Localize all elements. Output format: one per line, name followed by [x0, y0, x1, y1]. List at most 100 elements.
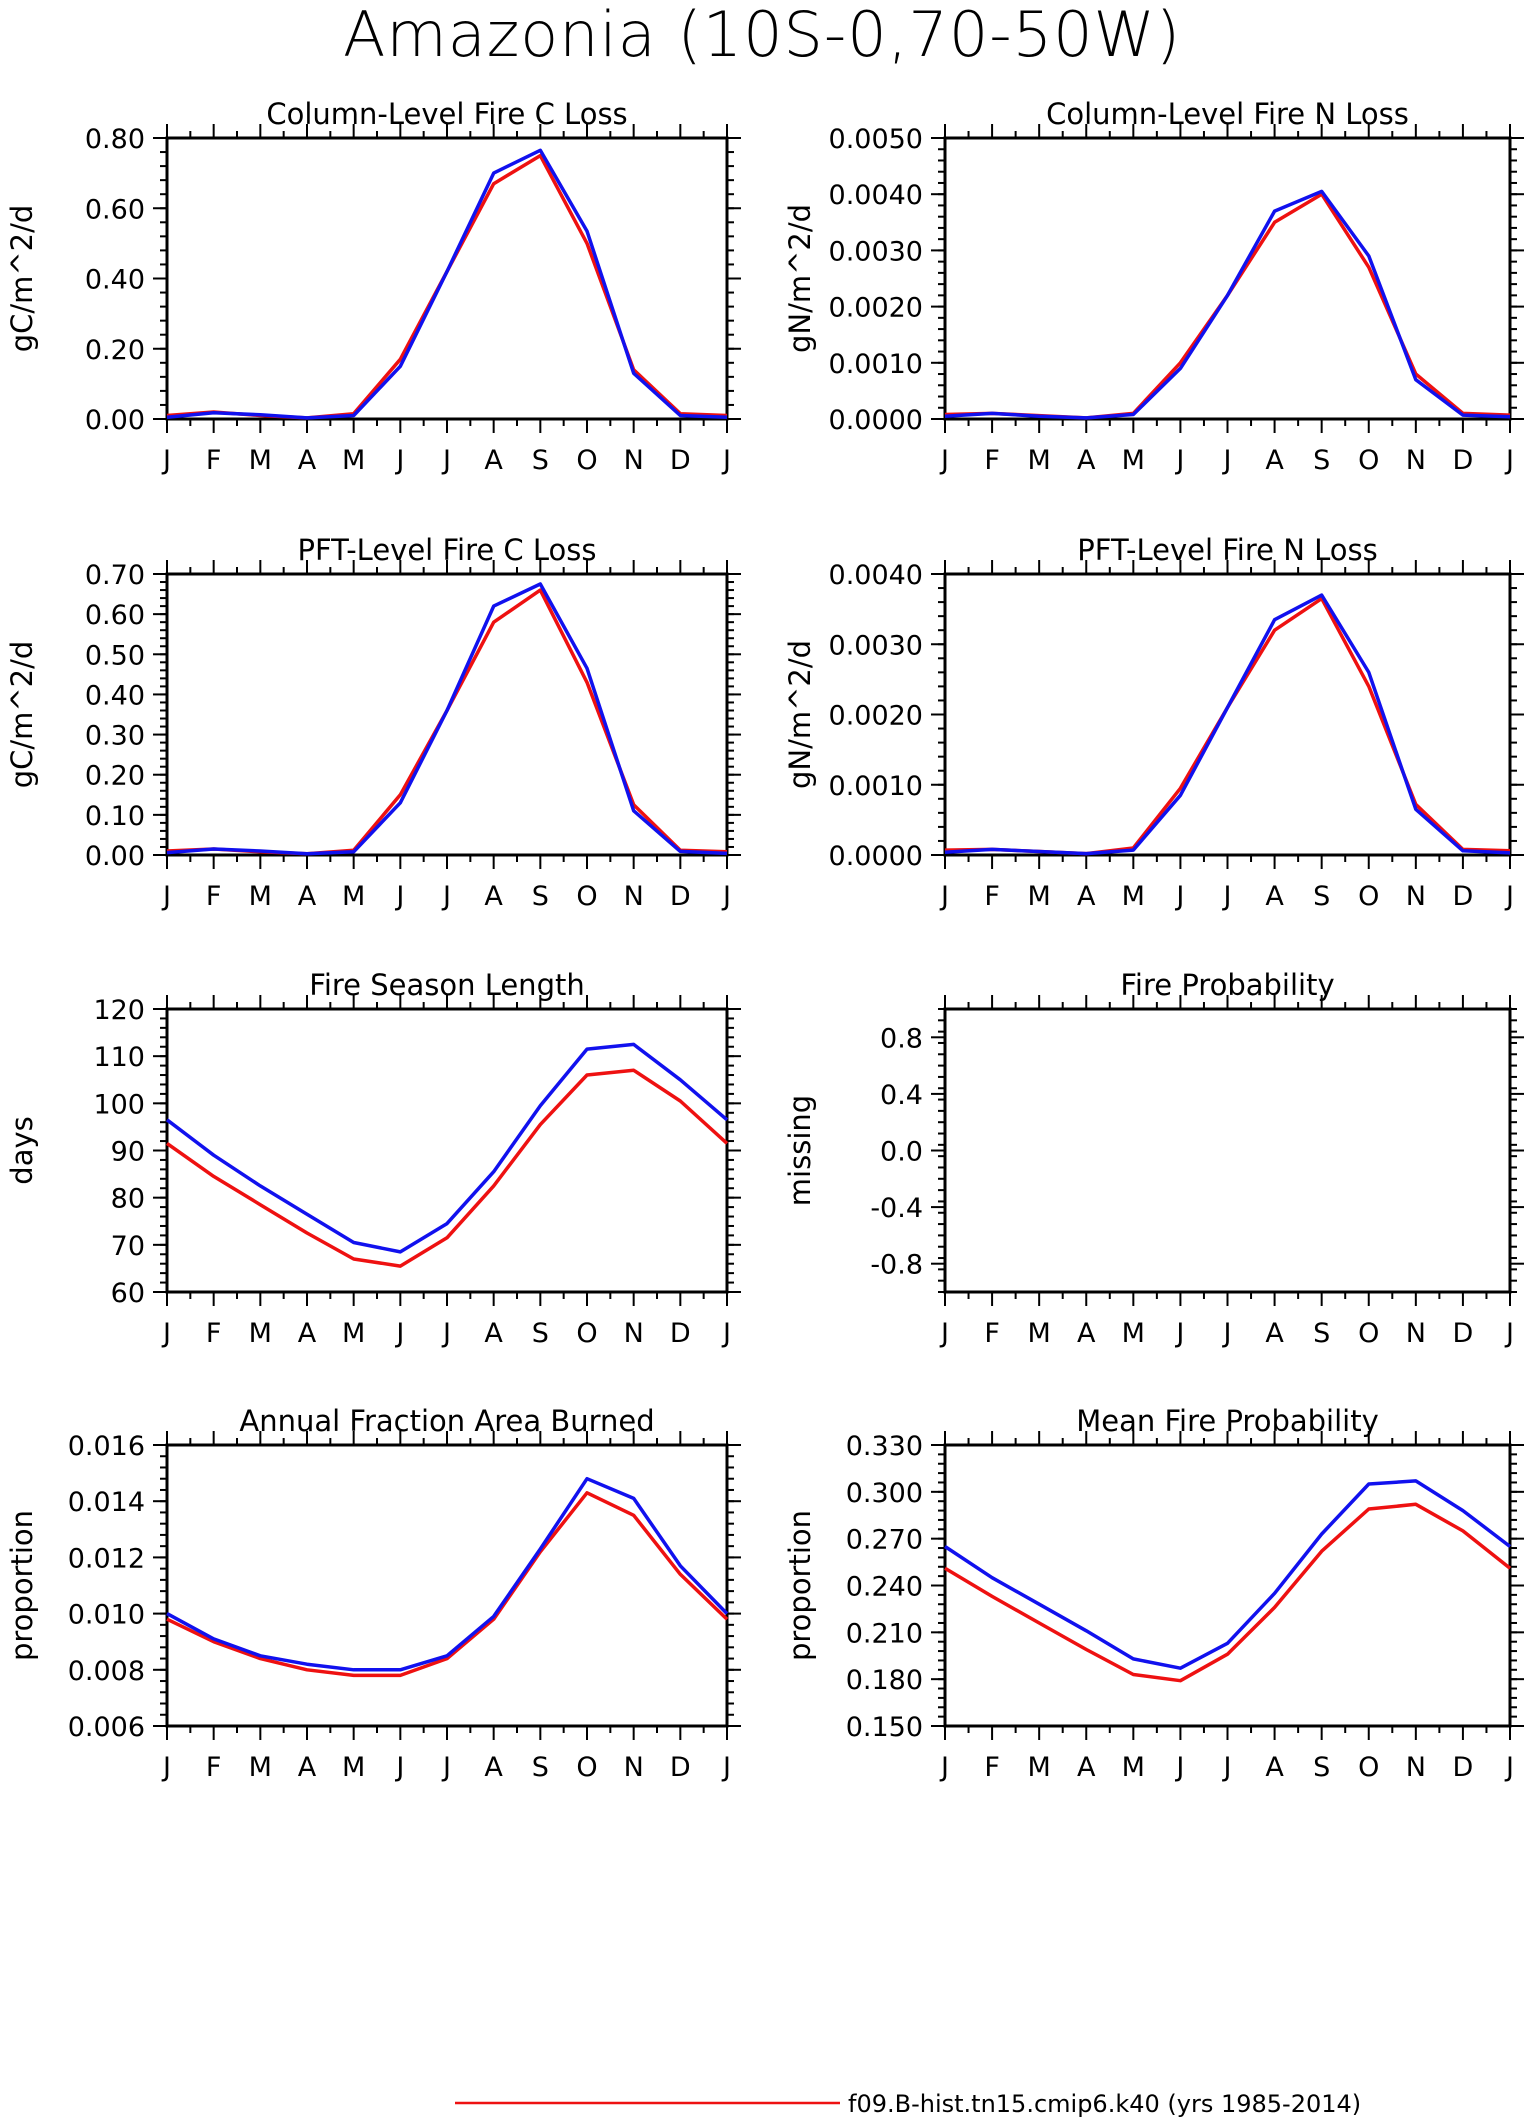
x-tick-label: J — [1222, 1318, 1232, 1349]
legend-label: f09.B-hist.tn15.cmip6.k40 (yrs 1985-2014… — [848, 2090, 1361, 2118]
x-tick-label: A — [484, 445, 503, 476]
y-axis-label: gC/m^2/d — [5, 205, 39, 353]
y-tick-label: 0.0000 — [829, 405, 923, 436]
y-tick-label: 0.006 — [68, 1712, 145, 1743]
x-tick-label: M — [1028, 445, 1051, 476]
chart-panel: J F M A M J J A S O N D J0.000.200.400.600.80Column-… — [5, 97, 741, 476]
y-tick-label: 0.4 — [880, 1080, 923, 1111]
y-tick-label: 90 — [111, 1137, 145, 1168]
y-tick-label: 0.180 — [846, 1665, 923, 1696]
y-tick-label: 60 — [111, 1278, 145, 1309]
y-tick-label: 0.0010 — [829, 349, 923, 380]
x-tick-label: J — [1222, 445, 1232, 476]
x-tick-label: A — [298, 445, 317, 476]
series-line — [944, 189, 1511, 420]
y-tick-label: 0.30 — [85, 721, 145, 752]
chart-panel: J F M A M J J A S O N D J0.1500.1800.2100.2400.2700.… — [783, 1404, 1524, 1783]
y-tick-label: 0.20 — [85, 335, 145, 366]
x-tick-label: O — [576, 445, 597, 476]
x-tick-label: S — [1313, 445, 1330, 476]
y-axis-label: proportion — [5, 1510, 39, 1661]
legend: f09.B-hist.tn15.cmip6.k40 (yrs 1985-2014… — [455, 2090, 1361, 2118]
x-tick-label: F — [206, 881, 222, 912]
x-tick-label: J — [939, 445, 949, 476]
y-tick-label: 0.60 — [85, 600, 145, 631]
panel-title: PFT-Level Fire C Loss — [298, 533, 597, 567]
x-tick-label: S — [532, 1318, 549, 1349]
y-tick-label: -0.4 — [870, 1193, 923, 1224]
y-tick-label: 0.0030 — [829, 236, 923, 267]
x-tick-label: M — [1122, 445, 1145, 476]
x-tick-label: J — [161, 445, 171, 476]
y-tick-label: 0.210 — [846, 1618, 923, 1649]
x-tick-label: J — [394, 445, 404, 476]
x-tick-label: J — [1174, 881, 1184, 912]
panel-title: Annual Fraction Area Burned — [239, 1404, 654, 1438]
x-tick-label: N — [624, 1318, 644, 1349]
x-tick-label: N — [1406, 1752, 1426, 1783]
y-axis-label: days — [5, 1116, 39, 1184]
series-line — [944, 1502, 1512, 1683]
x-tick-label: A — [484, 881, 503, 912]
y-tick-label: 0.0020 — [829, 293, 923, 324]
plot-frame — [943, 1007, 1512, 1294]
x-tick-label: J — [721, 1752, 731, 1783]
y-tick-label: 0.150 — [846, 1712, 923, 1743]
x-tick-label: J — [1504, 1752, 1514, 1783]
x-tick-label: M — [1028, 1318, 1051, 1349]
x-tick-label: J — [1222, 1752, 1232, 1783]
x-tick-label: A — [1077, 881, 1096, 912]
y-tick-label: 0.0000 — [829, 841, 923, 872]
y-tick-label: 0.010 — [68, 1600, 145, 1631]
y-tick-label: 70 — [111, 1231, 145, 1262]
y-tick-label: 110 — [93, 1042, 145, 1073]
x-tick-label: M — [249, 1318, 272, 1349]
panel-title: Column-Level Fire N Loss — [1046, 97, 1409, 131]
x-tick-label: J — [721, 445, 731, 476]
x-tick-label: J — [939, 881, 949, 912]
panel-title: Fire Probability — [1120, 968, 1334, 1002]
y-tick-label: 0.0010 — [829, 771, 923, 802]
y-tick-label: 0.40 — [85, 680, 145, 711]
panel-title: Mean Fire Probability — [1076, 1404, 1379, 1438]
y-axis-label: gN/m^2/d — [783, 204, 817, 353]
x-tick-label: N — [1406, 1318, 1426, 1349]
series-line — [166, 148, 728, 420]
figure-title: Amazonia (10S-0,70-50W) — [342, 0, 1182, 71]
x-tick-label: A — [1265, 1752, 1284, 1783]
x-tick-label: S — [1313, 881, 1330, 912]
x-tick-label: M — [342, 1318, 365, 1349]
x-tick-label: J — [161, 1752, 171, 1783]
x-tick-label: A — [298, 1318, 317, 1349]
series-line — [166, 582, 728, 856]
x-tick-label: J — [1504, 445, 1514, 476]
y-tick-label: 0.0030 — [829, 630, 923, 661]
y-tick-label: 0.0050 — [829, 124, 923, 155]
series-line — [165, 1042, 729, 1254]
x-tick-label: S — [532, 445, 549, 476]
x-tick-label: F — [984, 1752, 1000, 1783]
x-tick-label: A — [484, 1318, 503, 1349]
x-tick-label: A — [1265, 445, 1284, 476]
x-tick-label: S — [532, 1752, 549, 1783]
y-tick-label: 0.330 — [846, 1431, 923, 1462]
series-line — [166, 1491, 729, 1678]
y-tick-label: 0.300 — [846, 1478, 923, 1509]
x-tick-label: J — [721, 1318, 731, 1349]
y-tick-label: 0.016 — [68, 1431, 145, 1462]
x-tick-label: D — [1453, 1318, 1474, 1349]
x-tick-label: M — [342, 1752, 365, 1783]
x-tick-label: D — [670, 445, 691, 476]
x-tick-label: M — [1122, 1318, 1145, 1349]
y-tick-label: 0.00 — [85, 841, 145, 872]
y-tick-label: 0.8 — [880, 1023, 923, 1054]
x-tick-label: F — [206, 1752, 222, 1783]
series-line — [166, 153, 728, 420]
y-tick-label: 0.70 — [85, 560, 145, 591]
x-tick-label: N — [624, 881, 644, 912]
x-tick-label: N — [1406, 881, 1426, 912]
x-tick-label: D — [670, 1318, 691, 1349]
x-tick-label: J — [939, 1318, 949, 1349]
x-tick-label: M — [1028, 1752, 1051, 1783]
